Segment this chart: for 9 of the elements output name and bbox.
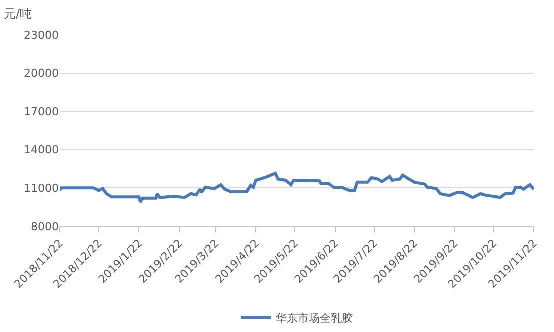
y-axis-title: 元/吨 (4, 7, 32, 21)
line-series (60, 172, 534, 204)
y-tick-label: 20000 (24, 67, 59, 80)
y-tick-label: 23000 (24, 28, 59, 42)
y-tick-label: 14000 (24, 144, 59, 157)
y-tick-label: 17000 (24, 105, 59, 118)
legend-label: 华东市场全乳胶 (276, 312, 353, 325)
y-tick-label: 11000 (24, 182, 59, 196)
y-tick-label: 8000 (31, 220, 59, 234)
